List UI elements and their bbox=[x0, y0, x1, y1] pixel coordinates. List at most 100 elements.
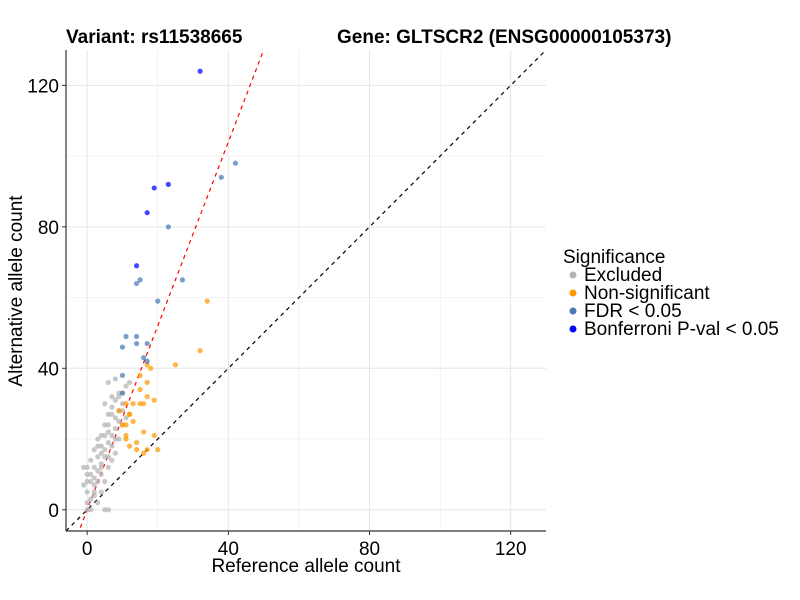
data-point bbox=[109, 432, 115, 439]
data-point bbox=[112, 415, 119, 421]
data-point bbox=[98, 489, 104, 495]
data-point bbox=[91, 475, 97, 481]
y-tick-label: 120 bbox=[27, 76, 59, 97]
data-point bbox=[148, 365, 154, 371]
data-point bbox=[133, 439, 140, 446]
legend-title: Significance bbox=[563, 247, 665, 268]
data-point bbox=[126, 443, 133, 449]
legend-label: Non-significant bbox=[584, 283, 710, 304]
data-point bbox=[123, 401, 129, 407]
data-point bbox=[165, 181, 171, 187]
legend-entry: FDR < 0.05 bbox=[569, 301, 682, 322]
x-tick-label: 80 bbox=[359, 539, 380, 560]
data-point bbox=[141, 401, 147, 407]
x-tick-label: 40 bbox=[218, 539, 239, 560]
data-point bbox=[151, 432, 157, 439]
legend-swatch bbox=[569, 325, 577, 333]
data-point bbox=[155, 447, 161, 453]
data-point bbox=[105, 422, 111, 428]
data-point bbox=[126, 411, 133, 417]
data-point bbox=[137, 372, 143, 378]
series-non-significant bbox=[116, 298, 210, 456]
data-point bbox=[144, 447, 150, 453]
data-point bbox=[123, 333, 129, 340]
data-point bbox=[116, 436, 122, 442]
data-point bbox=[144, 340, 150, 347]
data-point bbox=[105, 429, 111, 435]
y-tick-label: 0 bbox=[48, 501, 59, 522]
data-point bbox=[133, 340, 140, 347]
data-point bbox=[105, 507, 111, 513]
data-point bbox=[172, 362, 179, 368]
data-point bbox=[141, 450, 147, 456]
data-point bbox=[91, 489, 97, 495]
data-point bbox=[95, 478, 101, 485]
data-point bbox=[95, 454, 101, 460]
data-point bbox=[105, 464, 111, 470]
data-point bbox=[102, 478, 108, 485]
data-point bbox=[112, 376, 119, 382]
data-point bbox=[126, 379, 133, 386]
legend-entry: Bonferroni P-val < 0.05 bbox=[569, 319, 779, 340]
data-point bbox=[95, 500, 101, 506]
data-point bbox=[116, 418, 122, 424]
legend-label: FDR < 0.05 bbox=[584, 301, 682, 322]
data-point bbox=[112, 450, 119, 456]
data-point bbox=[179, 277, 186, 283]
data-point bbox=[133, 333, 140, 340]
axes: 0 40 80 120 0 40 80 120 bbox=[27, 50, 546, 560]
data-point bbox=[84, 464, 90, 470]
series-bonferroni-p-val-0-05 bbox=[133, 68, 203, 269]
data-point bbox=[109, 457, 115, 463]
data-point bbox=[141, 429, 147, 435]
data-point bbox=[123, 422, 129, 428]
data-point bbox=[91, 447, 97, 453]
data-point bbox=[197, 348, 203, 354]
data-point bbox=[218, 174, 224, 180]
data-point bbox=[98, 464, 104, 470]
data-point bbox=[123, 415, 129, 421]
data-point bbox=[88, 507, 94, 513]
legend-swatch bbox=[569, 271, 577, 279]
data-point bbox=[81, 482, 87, 488]
data-point bbox=[88, 471, 94, 478]
data-point bbox=[91, 464, 97, 470]
data-point bbox=[130, 401, 136, 407]
legend-swatch bbox=[569, 289, 577, 297]
x-tick-label: 120 bbox=[495, 539, 527, 560]
data-point bbox=[141, 355, 147, 361]
y-tick-label: 40 bbox=[38, 359, 59, 380]
data-point bbox=[102, 401, 108, 407]
data-point bbox=[165, 224, 171, 230]
data-point bbox=[232, 160, 239, 166]
y-tick-label: 80 bbox=[38, 218, 59, 239]
data-point bbox=[95, 436, 101, 442]
data-point bbox=[112, 425, 119, 432]
chart-title-variant: Variant: rs11538665 bbox=[66, 27, 243, 48]
data-point bbox=[144, 394, 150, 400]
data-point bbox=[88, 496, 94, 502]
data-point bbox=[112, 397, 119, 403]
data-point bbox=[155, 298, 161, 304]
legend-label: Excluded bbox=[584, 265, 662, 286]
data-points bbox=[81, 68, 239, 513]
data-point bbox=[88, 478, 94, 485]
reference-line-identity bbox=[66, 50, 546, 531]
data-point bbox=[116, 408, 122, 414]
x-axis-label: Reference allele count bbox=[211, 556, 401, 577]
data-point bbox=[91, 482, 97, 488]
data-point bbox=[151, 185, 157, 191]
data-point bbox=[95, 468, 101, 474]
data-point bbox=[144, 358, 150, 364]
legend-swatch bbox=[569, 307, 577, 315]
chart-title-gene: Gene: GLTSCR2 (ENSG00000105373) bbox=[337, 27, 671, 48]
y-axis-label: Alternative allele count bbox=[6, 195, 27, 387]
x-tick-label: 0 bbox=[82, 539, 93, 560]
data-point bbox=[144, 210, 150, 216]
data-point bbox=[105, 439, 111, 446]
data-point bbox=[137, 386, 143, 393]
data-point bbox=[102, 432, 108, 439]
data-point bbox=[197, 68, 203, 74]
data-point bbox=[123, 383, 129, 389]
